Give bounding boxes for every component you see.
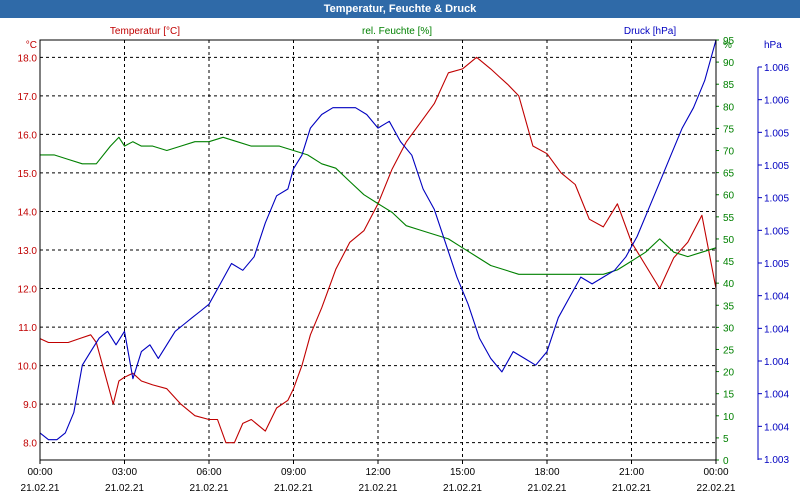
x-tick-date-label: 21.02.21 xyxy=(612,483,651,494)
x-tick-time-label: 12:00 xyxy=(365,467,390,478)
y-right-tick-label: 25 xyxy=(723,345,735,356)
y-right-tick-label: 85 xyxy=(723,80,735,91)
y-far-right-tick-label: 1.005 xyxy=(764,226,789,237)
y-far-right-unit-label: hPa xyxy=(764,40,782,51)
axis-labels: 00:00 21.02.21 03:00 21.02.21 06:00 21.02.21 0… xyxy=(18,26,790,494)
legend-temperature: Temperatur [°C] xyxy=(110,26,180,37)
y-left-tick-label: 16.0 xyxy=(18,130,38,141)
x-tick-time-label: 06:00 xyxy=(196,467,221,478)
x-tick-time-label: 18:00 xyxy=(534,467,559,478)
y-far-right-tick-label: 1.005 xyxy=(764,259,789,270)
y-right-tick-label: 20 xyxy=(723,368,735,379)
y-right-tick-label: 50 xyxy=(723,235,735,246)
y-right-tick-label: 35 xyxy=(723,301,735,312)
y-far-right-tick-label: 1.005 xyxy=(764,161,789,172)
y-left-tick-label: 10.0 xyxy=(18,362,38,373)
y-left-tick-label: 11.0 xyxy=(18,323,37,334)
y-left-tick-label: 12.0 xyxy=(18,285,38,296)
y-left-tick-label: 8.0 xyxy=(23,439,37,450)
y-left-tick-label: 9.0 xyxy=(23,400,37,411)
x-tick-date-label: 21.02.21 xyxy=(21,483,60,494)
humidity-line xyxy=(40,136,717,275)
y-left-unit-label: °C xyxy=(26,40,37,51)
y-left-tick-label: 17.0 xyxy=(18,92,38,103)
y-right-tick-label: 15 xyxy=(723,390,735,401)
y-far-right-tick-label: 1.005 xyxy=(764,128,789,139)
series-group xyxy=(39,39,717,444)
y-left-tick-label: 15.0 xyxy=(18,169,38,180)
plot-frame xyxy=(39,39,717,461)
y-right-tick-label: 45 xyxy=(723,257,735,268)
x-tick-time-label: 00:00 xyxy=(27,467,52,478)
y-right-unit-label: % xyxy=(723,40,732,51)
y-right-tick-label: 10 xyxy=(723,412,735,423)
x-tick-date-label: 21.02.21 xyxy=(105,483,144,494)
y-far-right-tick-label: 1.006 xyxy=(764,96,789,107)
y-right-tick-label: 0 xyxy=(723,456,729,467)
x-tick-date-label: 21.02.21 xyxy=(443,483,482,494)
x-tick-date-label: 21.02.21 xyxy=(274,483,313,494)
y-far-right-tick-label: 1.004 xyxy=(764,390,789,401)
y-right-tick-label: 75 xyxy=(723,124,735,135)
x-tick-date-label: 21.02.21 xyxy=(190,483,229,494)
y-right-tick-label: 95 xyxy=(723,36,735,47)
x-tick-time-label: 15:00 xyxy=(450,467,475,478)
y-far-right-tick-label: 1.006 xyxy=(764,63,789,74)
x-tick-time-label: 00:00 xyxy=(703,467,728,478)
y-far-right-tick-label: 1.003 xyxy=(764,455,789,466)
y-left-tick-label: 14.0 xyxy=(18,207,38,218)
y-right-tick-label: 65 xyxy=(723,169,735,180)
x-tick-date-label: 21.02.21 xyxy=(528,483,567,494)
y-left-tick-label: 13.0 xyxy=(18,246,38,257)
y-left-tick-label: 18.0 xyxy=(18,53,38,64)
y-right-tick-label: 90 xyxy=(723,58,735,69)
y-right-tick-label: 40 xyxy=(723,279,735,290)
y-right-tick-label: 5 xyxy=(723,434,729,445)
grid-lines xyxy=(39,39,762,464)
chart-title: Temperatur, Feuchte & Druck xyxy=(0,0,800,18)
y-right-tick-label: 80 xyxy=(723,102,735,113)
y-far-right-tick-label: 1.004 xyxy=(764,324,789,335)
y-far-right-tick-label: 1.004 xyxy=(764,357,789,368)
x-tick-date-label: 22.02.21 xyxy=(697,483,736,494)
y-right-tick-label: 30 xyxy=(723,323,735,334)
y-far-right-tick-label: 1.005 xyxy=(764,194,789,205)
y-far-right-tick-label: 1.004 xyxy=(764,292,789,303)
x-tick-date-label: 21.02.21 xyxy=(359,483,398,494)
y-right-tick-label: 55 xyxy=(723,213,735,224)
x-tick-time-label: 21:00 xyxy=(619,467,644,478)
x-tick-time-label: 09:00 xyxy=(281,467,306,478)
pressure-line xyxy=(39,39,717,441)
y-far-right-tick-label: 1.004 xyxy=(764,422,789,433)
temperature-line xyxy=(39,56,717,444)
x-tick-time-label: 03:00 xyxy=(112,467,137,478)
legend-pressure: Druck [hPa] xyxy=(624,26,676,37)
y-right-tick-label: 70 xyxy=(723,147,735,158)
y-right-tick-label: 60 xyxy=(723,191,735,202)
legend-humidity: rel. Feuchte [%] xyxy=(362,26,432,37)
